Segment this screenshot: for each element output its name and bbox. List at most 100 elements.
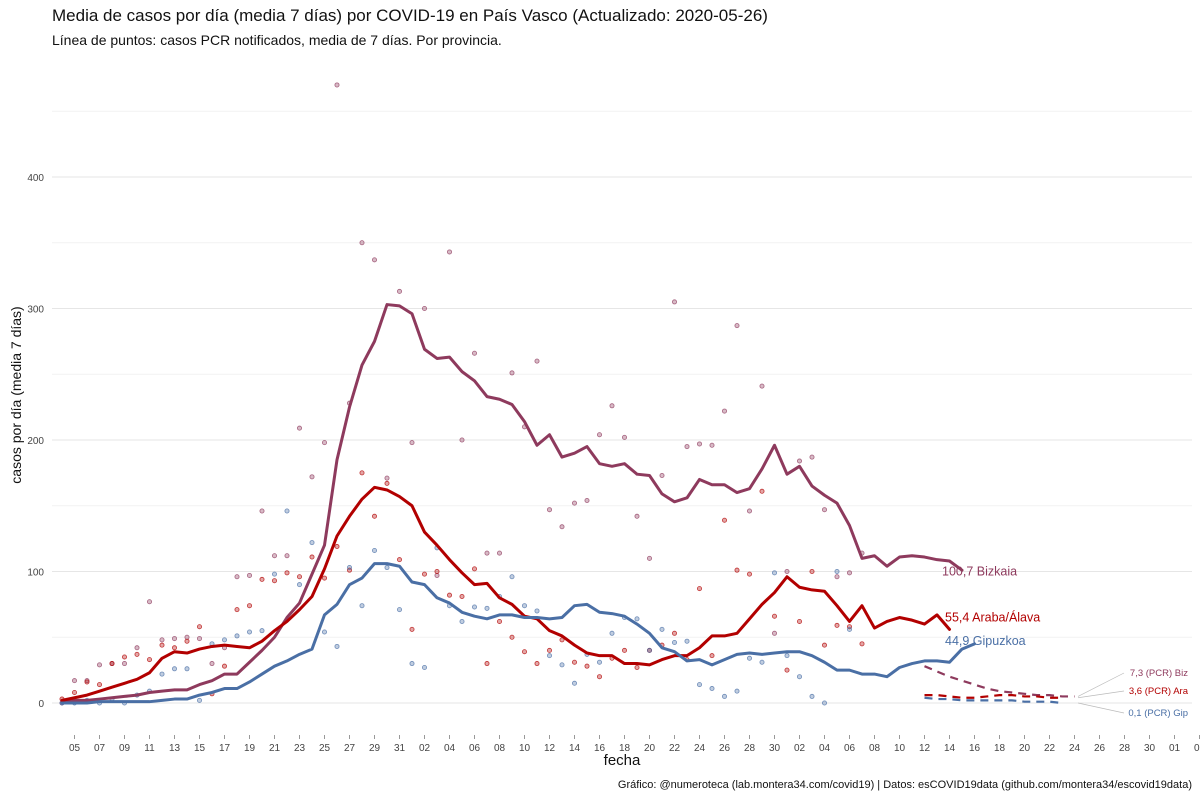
x-tick-label: 30 xyxy=(769,743,781,754)
data-point xyxy=(597,659,603,665)
data-point xyxy=(572,680,578,686)
x-tick-label: 01 xyxy=(1169,743,1181,754)
data-point xyxy=(371,257,377,263)
chart-subtitle: Línea de puntos: casos PCR notificados, … xyxy=(52,32,502,48)
data-point xyxy=(809,569,815,575)
data-point xyxy=(259,508,265,514)
chart-caption: Gráfico: @numeroteca (lab.montera34.com/… xyxy=(617,779,1192,791)
data-point xyxy=(547,647,553,653)
data-point xyxy=(859,641,865,647)
data-point xyxy=(334,82,340,88)
x-tick-label: 11 xyxy=(144,743,155,754)
series-end-label: 44,9 Gipuzkoa xyxy=(945,634,1026,648)
data-point xyxy=(384,565,390,571)
data-point xyxy=(446,592,452,598)
data-point xyxy=(234,607,240,613)
x-tick-label: 21 xyxy=(269,743,281,754)
y-tick-label: 400 xyxy=(27,173,44,184)
data-point xyxy=(234,574,240,580)
data-point xyxy=(97,662,103,668)
data-point xyxy=(522,649,528,655)
x-tick-label: 18 xyxy=(619,743,631,754)
x-tick-label: 20 xyxy=(644,743,656,754)
data-point xyxy=(496,550,502,556)
data-point xyxy=(359,470,365,476)
data-point xyxy=(572,500,578,506)
data-point xyxy=(759,383,765,389)
x-tick-label: 13 xyxy=(169,743,181,754)
x-tick-label: 18 xyxy=(994,743,1006,754)
data-point xyxy=(409,661,415,667)
data-point xyxy=(396,607,402,613)
data-point xyxy=(346,565,352,571)
y-tick-label: 300 xyxy=(27,305,44,316)
x-tick-label: 06 xyxy=(469,743,481,754)
data-point xyxy=(647,647,653,653)
x-tick-label: 16 xyxy=(969,743,981,754)
x-tick-label: 14 xyxy=(944,743,956,754)
data-point xyxy=(659,473,665,479)
data-point xyxy=(171,645,177,651)
x-tick-label: 05 xyxy=(69,743,81,754)
data-point xyxy=(484,661,490,667)
y-tick-label: 100 xyxy=(27,568,44,579)
data-point xyxy=(371,547,377,553)
data-point xyxy=(484,550,490,556)
data-point xyxy=(672,299,678,305)
data-point xyxy=(72,689,78,695)
data-point xyxy=(409,626,415,632)
series-end-label: 55,4 Araba/Álava xyxy=(945,609,1040,624)
data-point xyxy=(622,434,628,440)
data-point xyxy=(122,654,128,660)
gridlines xyxy=(52,110,1192,704)
series-end-label: 100,7 Bizkaia xyxy=(942,565,1017,579)
data-point xyxy=(572,659,578,665)
data-point xyxy=(84,679,90,685)
pcr-dashed-line xyxy=(924,694,1062,699)
x-tick-label: 26 xyxy=(719,743,731,754)
data-point xyxy=(159,642,165,648)
data-point xyxy=(122,661,128,667)
data-point xyxy=(134,651,140,657)
data-point xyxy=(559,662,565,668)
data-point xyxy=(722,408,728,414)
pcr-label: 0,1 (PCR) Gip xyxy=(1128,708,1188,719)
x-tick-label: 24 xyxy=(694,743,706,754)
data-point xyxy=(159,671,165,677)
data-point xyxy=(459,618,465,624)
data-point xyxy=(184,638,190,644)
data-point xyxy=(334,544,340,550)
x-tick-label: 09 xyxy=(119,743,131,754)
data-point xyxy=(484,605,490,611)
data-point xyxy=(834,569,840,575)
data-point xyxy=(271,571,277,577)
data-point xyxy=(559,524,565,530)
pcr-leader-line xyxy=(1077,702,1125,714)
data-point xyxy=(772,613,778,619)
data-point xyxy=(134,645,140,651)
series-lines xyxy=(60,303,1075,705)
data-point xyxy=(259,628,265,634)
data-point xyxy=(747,508,753,514)
data-point xyxy=(359,603,365,609)
data-point xyxy=(722,517,728,523)
end-labels: 100,7 Bizkaia 55,4 Araba/Álava 44,9 Gipuzk… xyxy=(942,565,1189,719)
data-point xyxy=(784,667,790,673)
data-point xyxy=(234,633,240,639)
data-point xyxy=(359,240,365,246)
data-point xyxy=(246,603,252,609)
data-point xyxy=(109,661,115,667)
data-point xyxy=(471,604,477,610)
pcr-label: 7,3 (PCR) Biz xyxy=(1130,668,1188,679)
data-point xyxy=(797,674,803,680)
data-point xyxy=(384,475,390,481)
data-point xyxy=(784,653,790,659)
data-point xyxy=(421,571,427,577)
x-tick-label: 04 xyxy=(819,743,831,754)
data-point xyxy=(597,674,603,680)
data-point xyxy=(371,513,377,519)
pcr-leader-line xyxy=(1077,690,1125,699)
data-point xyxy=(409,440,415,446)
data-point xyxy=(672,630,678,636)
